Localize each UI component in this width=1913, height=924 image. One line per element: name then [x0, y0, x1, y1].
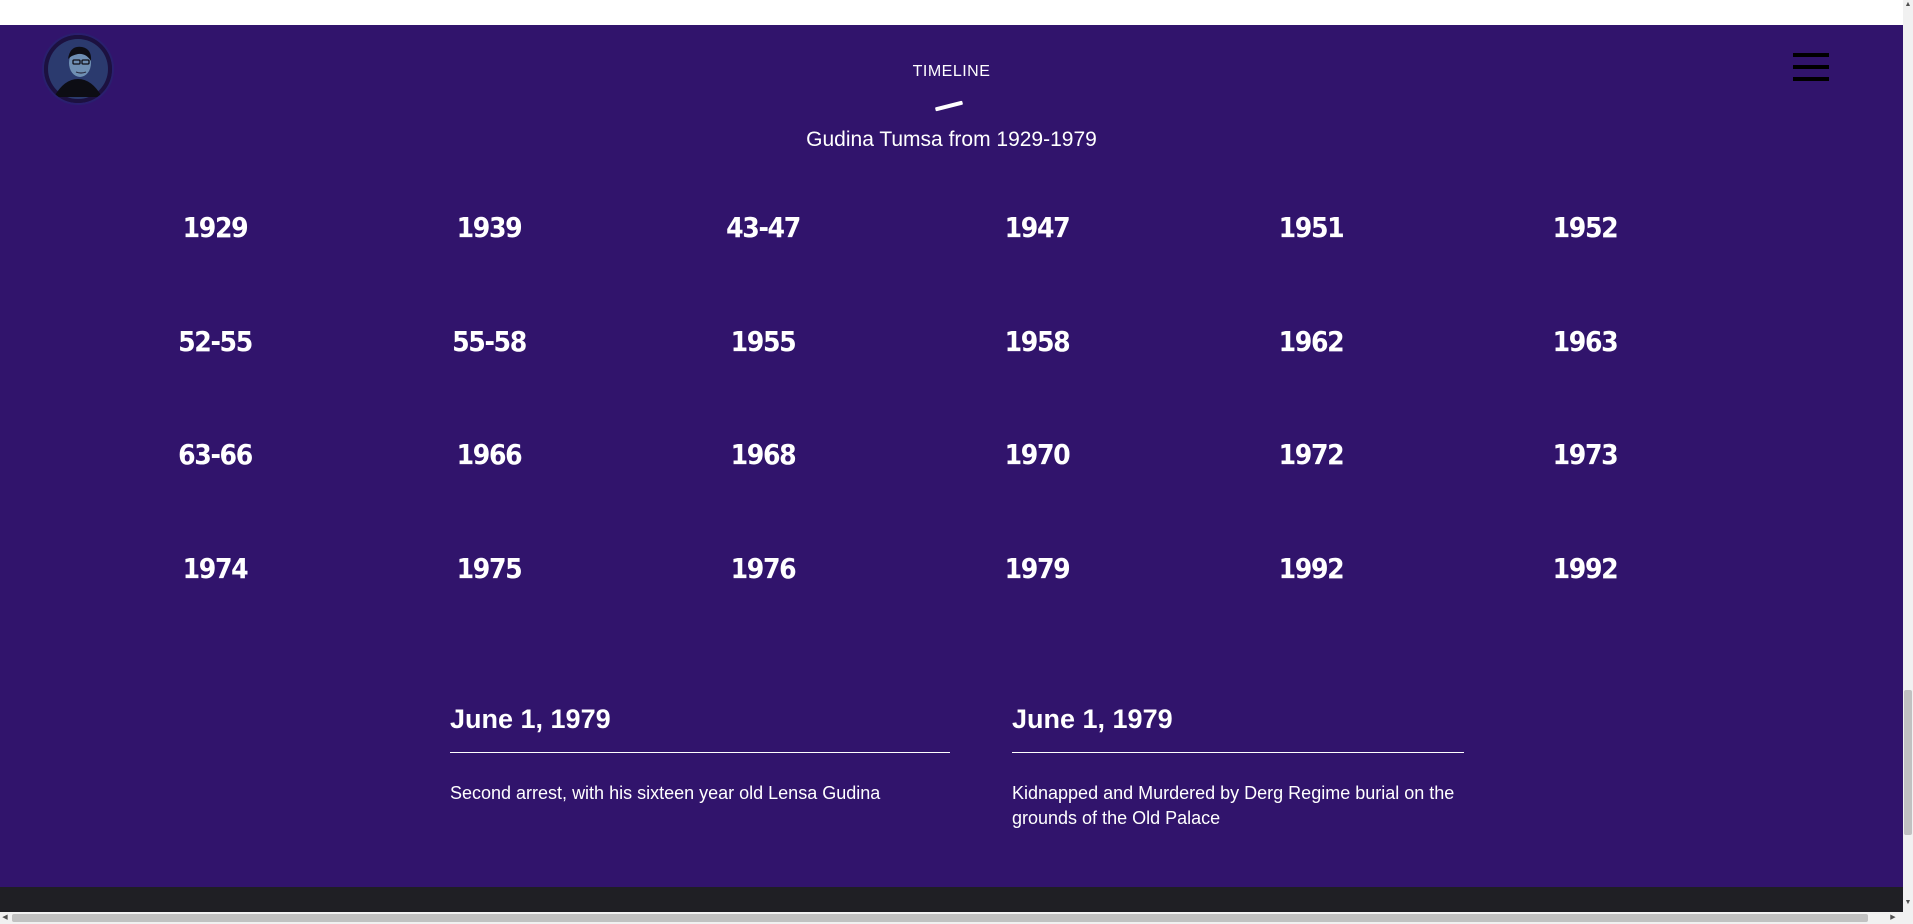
timeline-year[interactable]: 55-58 — [452, 324, 527, 358]
portrait-avatar-icon — [44, 35, 112, 103]
timeline-year[interactable]: 1958 — [1004, 324, 1071, 358]
event-date: June 1, 1979 — [450, 704, 611, 734]
hamburger-menu-icon-line — [1793, 77, 1829, 81]
timeline-year[interactable]: 1947 — [1004, 211, 1071, 244]
vertical-scrollbar[interactable]: ▲ ▼ — [1903, 0, 1913, 912]
section-eyebrow: TIMELINE — [912, 63, 991, 80]
timeline-year[interactable]: 1970 — [1004, 438, 1071, 471]
timeline-year[interactable]: 1968 — [730, 438, 797, 471]
hamburger-menu-icon-line — [1793, 65, 1829, 69]
timeline-year[interactable]: 1992 — [1278, 551, 1345, 585]
vertical-scroll-thumb[interactable] — [1904, 690, 1912, 835]
event-description: Kidnapped and Murdered by Derg Regime bu… — [1012, 783, 1455, 828]
timeline-year[interactable]: 1952 — [1552, 211, 1619, 244]
timeline-year[interactable]: 1966 — [456, 438, 523, 471]
timeline-year[interactable]: 1992 — [1552, 551, 1619, 585]
footer-band — [0, 887, 1903, 912]
event-description: Second arrest, with his sixteen year old… — [450, 783, 881, 803]
avatar[interactable] — [42, 33, 114, 105]
timeline-year[interactable]: 1963 — [1552, 324, 1619, 358]
hamburger-menu-button[interactable] — [1793, 53, 1829, 83]
event-card: June 1, 1979 Kidnapped and Murdered by D… — [1012, 697, 1464, 831]
timeline-year[interactable]: 52-55 — [178, 324, 253, 358]
timeline-year[interactable]: 1973 — [1552, 438, 1619, 471]
section-subtitle: Gudina Tumsa from 1929-1979 — [806, 128, 1097, 151]
timeline-year[interactable]: 1974 — [182, 551, 249, 585]
timeline-year[interactable]: 1955 — [730, 324, 797, 358]
event-date: June 1, 1979 — [1012, 704, 1173, 734]
event-card: June 1, 1979 Second arrest, with his six… — [450, 697, 950, 806]
timeline-year[interactable]: 1975 — [456, 551, 523, 585]
timeline-section: TIMELINE Gudina Tumsa from 1929-1979 192… — [0, 25, 1903, 887]
scroll-left-arrow-icon[interactable]: ◀ — [2, 914, 8, 921]
scroll-down-arrow-icon[interactable]: ▼ — [1904, 899, 1912, 906]
timeline-year[interactable]: 1962 — [1278, 324, 1345, 358]
timeline-year[interactable]: 1972 — [1278, 438, 1345, 471]
timeline-year-grid: 1929 1939 43-47 1947 1951 1952 52-55 55-… — [78, 210, 1722, 664]
hamburger-menu-icon — [1793, 53, 1829, 57]
event-divider — [450, 752, 950, 753]
top-strip — [0, 0, 1903, 25]
horizontal-scrollbar[interactable]: ◀ ▶ — [0, 912, 1913, 924]
timeline-year[interactable]: 1929 — [182, 211, 249, 244]
timeline-year[interactable]: 63-66 — [178, 438, 253, 471]
event-divider — [1012, 752, 1464, 753]
timeline-year[interactable]: 1979 — [1004, 551, 1071, 585]
timeline-year[interactable]: 43-47 — [726, 211, 801, 244]
timeline-year[interactable]: 1951 — [1278, 211, 1345, 244]
horizontal-scroll-thumb[interactable] — [12, 914, 1868, 922]
timeline-year[interactable]: 1976 — [730, 551, 797, 585]
timeline-year[interactable]: 1939 — [456, 211, 523, 244]
accent-dash — [934, 100, 964, 112]
scroll-up-arrow-icon[interactable]: ▲ — [1904, 1, 1912, 8]
scroll-right-arrow-icon[interactable]: ▶ — [1890, 914, 1896, 921]
